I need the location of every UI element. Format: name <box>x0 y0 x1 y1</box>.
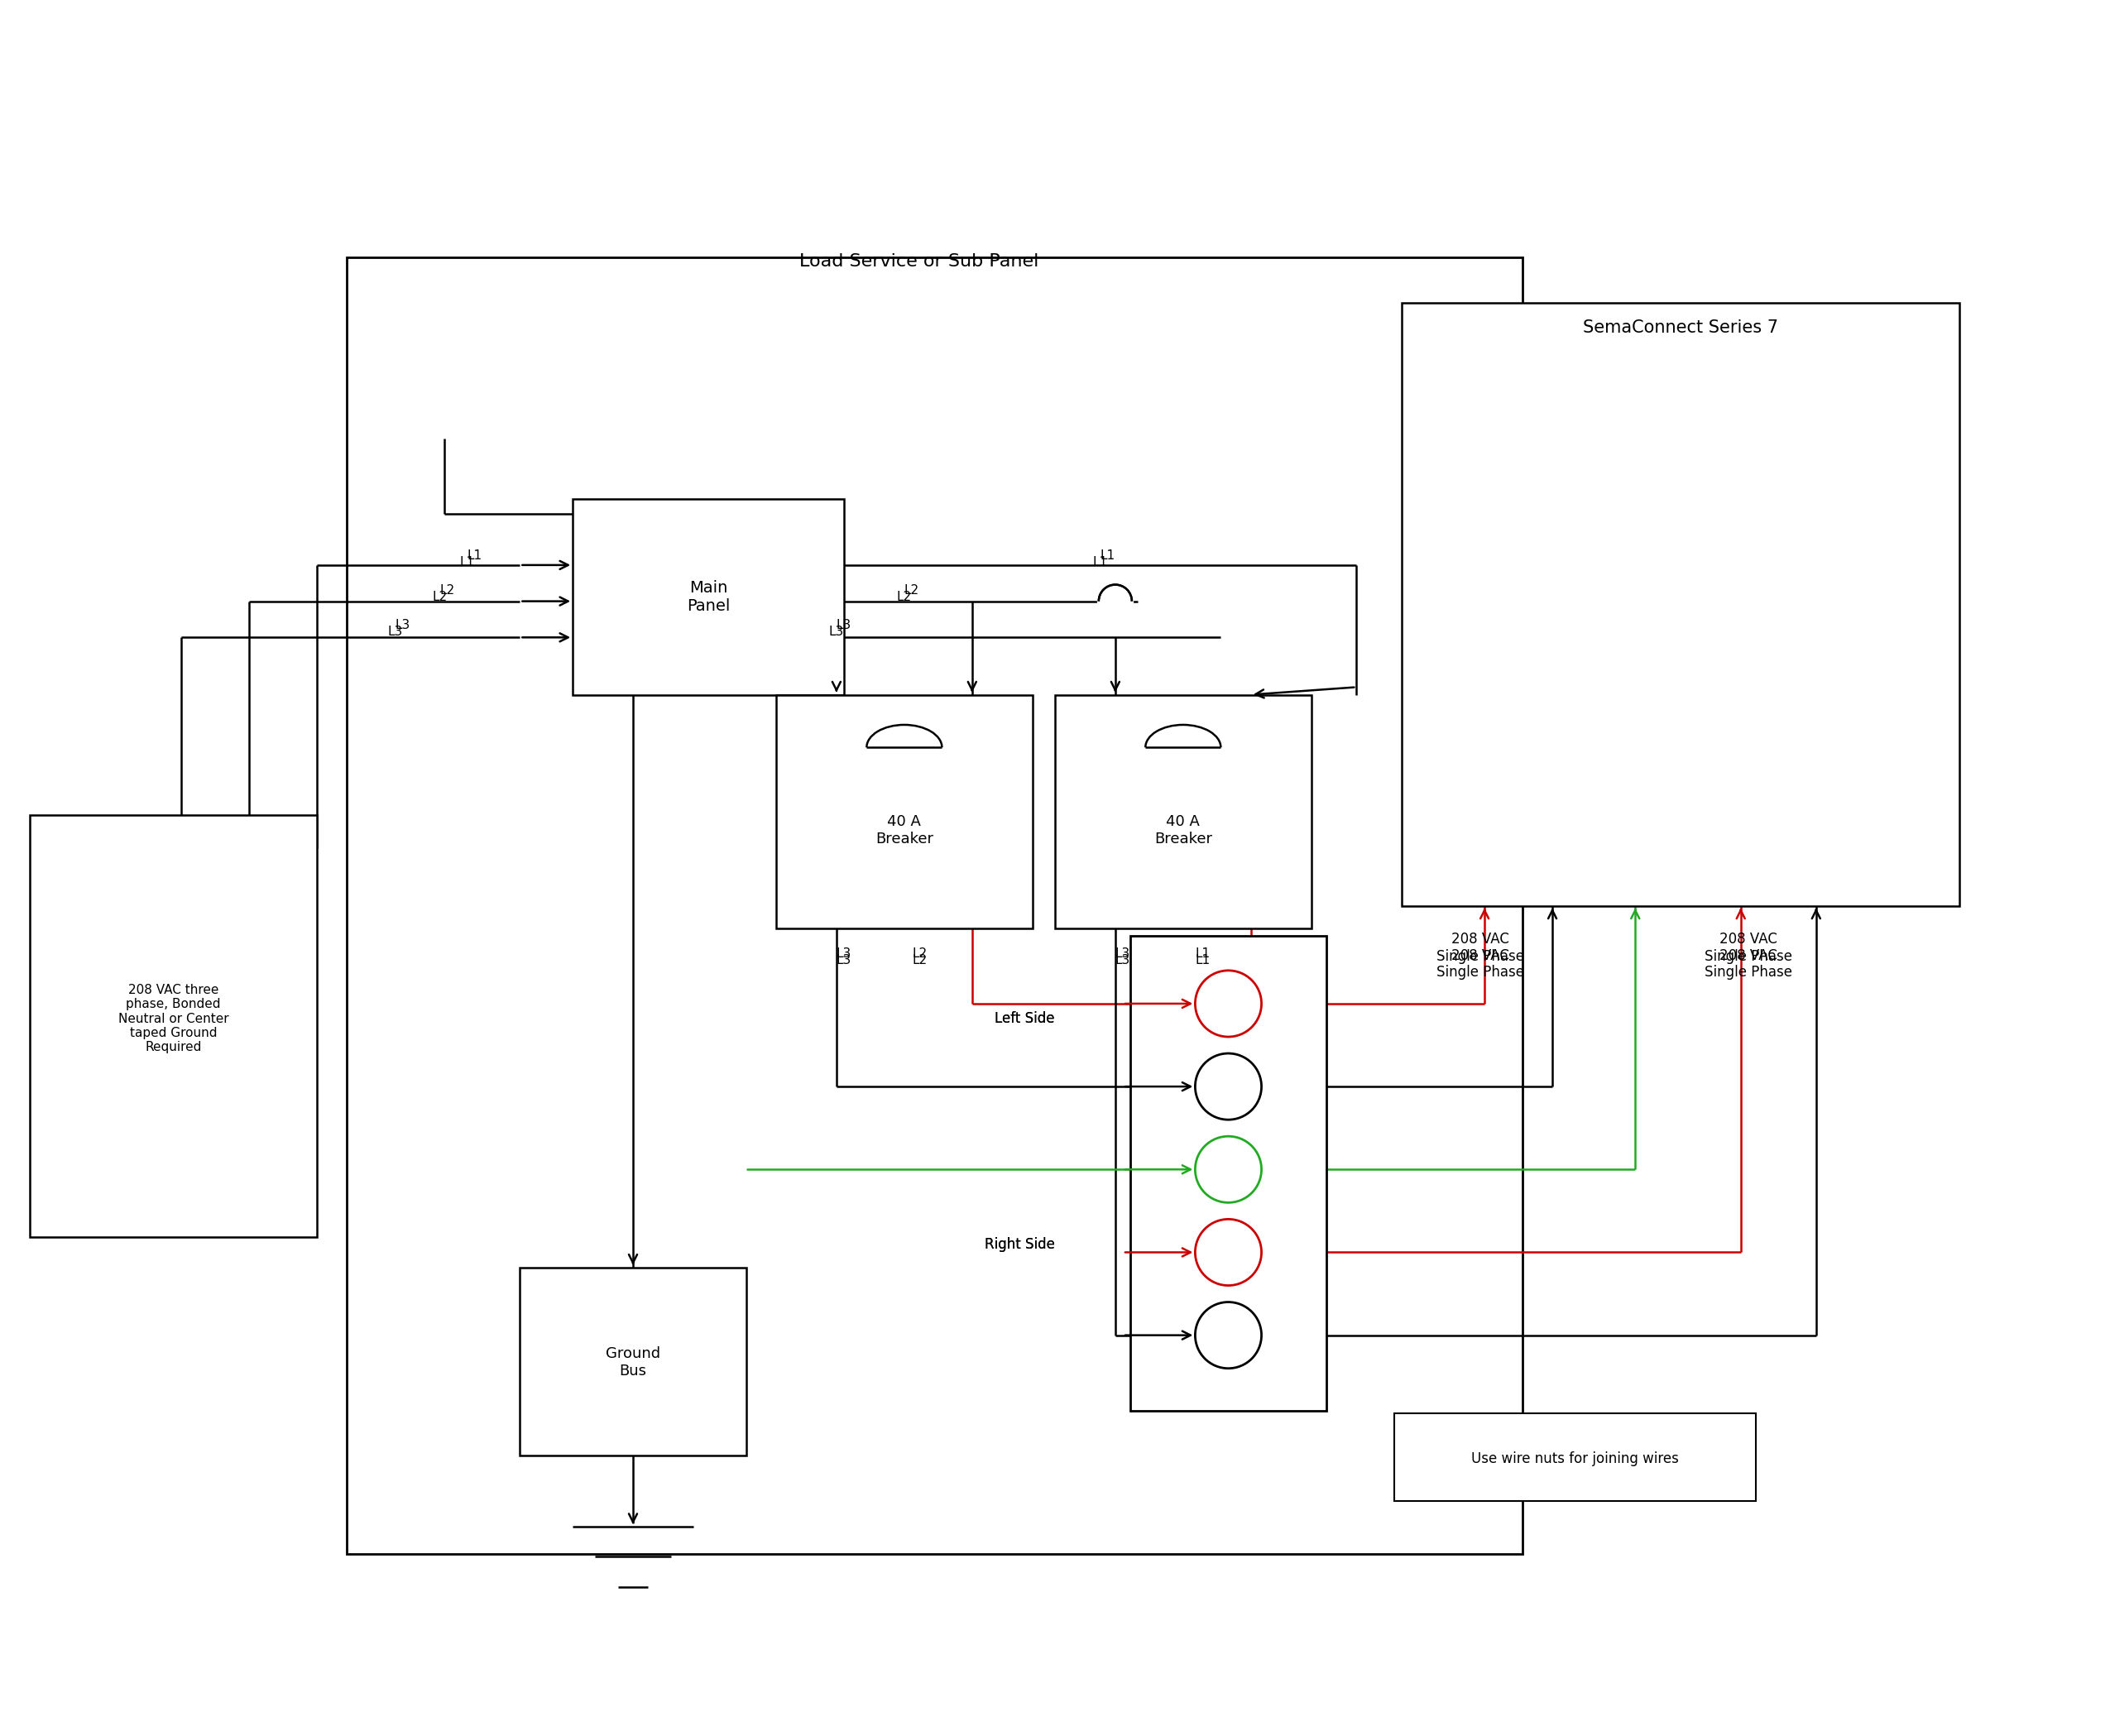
Text: L2: L2 <box>441 585 456 597</box>
Text: L2: L2 <box>897 590 912 602</box>
Text: L3: L3 <box>1116 948 1131 960</box>
Text: L1: L1 <box>1194 948 1211 960</box>
Text: L1: L1 <box>460 556 475 568</box>
Text: 208 VAC three
phase, Bonded
Neutral or Center
taped Ground
Required: 208 VAC three phase, Bonded Neutral or C… <box>118 984 228 1054</box>
Text: Left Side: Left Side <box>996 1012 1055 1026</box>
Text: Main
Panel: Main Panel <box>686 580 730 613</box>
Text: L2: L2 <box>433 590 447 602</box>
Circle shape <box>1194 1137 1262 1203</box>
Text: L2: L2 <box>905 585 920 597</box>
Bar <box>1401 302 1960 906</box>
Circle shape <box>1194 1054 1262 1120</box>
Text: L1: L1 <box>1194 953 1211 967</box>
Text: L1: L1 <box>1093 556 1108 568</box>
Text: 208 VAC
Single Phase: 208 VAC Single Phase <box>1705 948 1791 981</box>
Text: Load Service or Sub Panel: Load Service or Sub Panel <box>800 253 1038 269</box>
Bar <box>30 816 316 1238</box>
Text: L3: L3 <box>836 948 852 960</box>
Circle shape <box>1194 1219 1262 1285</box>
Bar <box>1055 694 1310 929</box>
Text: 208 VAC
Single Phase: 208 VAC Single Phase <box>1437 932 1523 963</box>
Text: L3: L3 <box>836 953 852 967</box>
Bar <box>1395 1413 1756 1502</box>
Circle shape <box>1194 970 1262 1036</box>
Text: L2: L2 <box>912 953 926 967</box>
Circle shape <box>1194 1302 1262 1368</box>
Bar <box>572 498 844 694</box>
Text: L1: L1 <box>1099 550 1116 562</box>
Text: 40 A
Breaker: 40 A Breaker <box>1154 814 1211 847</box>
Text: Right Side: Right Side <box>985 1238 1055 1252</box>
Text: L3: L3 <box>388 625 403 637</box>
Text: 208 VAC
Single Phase: 208 VAC Single Phase <box>1437 948 1523 981</box>
Text: Right Side: Right Side <box>985 1238 1055 1252</box>
Text: L2: L2 <box>912 948 926 960</box>
Text: SemaConnect Series 7: SemaConnect Series 7 <box>1582 319 1779 337</box>
Text: L3: L3 <box>395 620 409 632</box>
Text: 208 VAC
Single Phase: 208 VAC Single Phase <box>1705 932 1791 963</box>
Text: 40 A
Breaker: 40 A Breaker <box>876 814 933 847</box>
Text: Use wire nuts for joining wires: Use wire nuts for joining wires <box>1471 1451 1680 1467</box>
Bar <box>1131 936 1327 1411</box>
Text: L3: L3 <box>829 625 844 637</box>
Text: L1: L1 <box>466 550 483 562</box>
Bar <box>346 257 1521 1554</box>
Text: Left Side: Left Side <box>996 1012 1055 1026</box>
Text: Ground
Bus: Ground Bus <box>606 1347 660 1378</box>
Bar <box>776 694 1032 929</box>
Bar <box>519 1267 747 1457</box>
Text: L3: L3 <box>1116 953 1131 967</box>
Text: L3: L3 <box>836 620 852 632</box>
